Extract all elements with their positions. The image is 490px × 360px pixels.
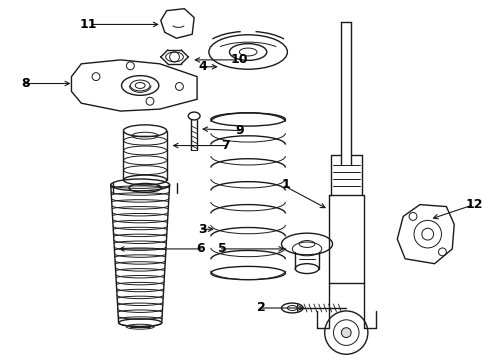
Text: 11: 11: [79, 18, 97, 31]
Circle shape: [342, 328, 351, 338]
Text: 7: 7: [220, 139, 229, 152]
Text: 1: 1: [282, 179, 291, 192]
Text: 3: 3: [198, 223, 207, 236]
Text: 9: 9: [235, 124, 244, 137]
Text: 12: 12: [466, 198, 484, 211]
Text: 8: 8: [22, 77, 30, 90]
Text: 4: 4: [198, 60, 207, 73]
Text: 6: 6: [196, 242, 205, 255]
Text: 5: 5: [218, 242, 226, 255]
Text: 10: 10: [230, 53, 248, 66]
Text: 2: 2: [257, 301, 266, 315]
